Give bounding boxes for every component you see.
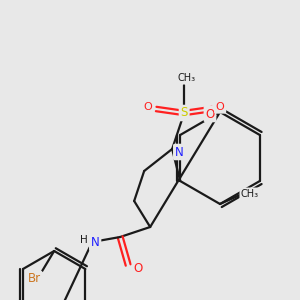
Text: H: H	[80, 235, 88, 245]
Text: O: O	[216, 102, 224, 112]
Text: O: O	[206, 107, 214, 121]
Text: Br: Br	[28, 272, 41, 286]
Text: N: N	[91, 236, 100, 250]
Text: CH₃: CH₃	[177, 73, 195, 83]
Text: O: O	[144, 102, 152, 112]
Text: N: N	[175, 146, 184, 158]
Text: O: O	[134, 262, 143, 275]
Text: CH₃: CH₃	[241, 189, 259, 199]
Text: S: S	[181, 106, 188, 119]
